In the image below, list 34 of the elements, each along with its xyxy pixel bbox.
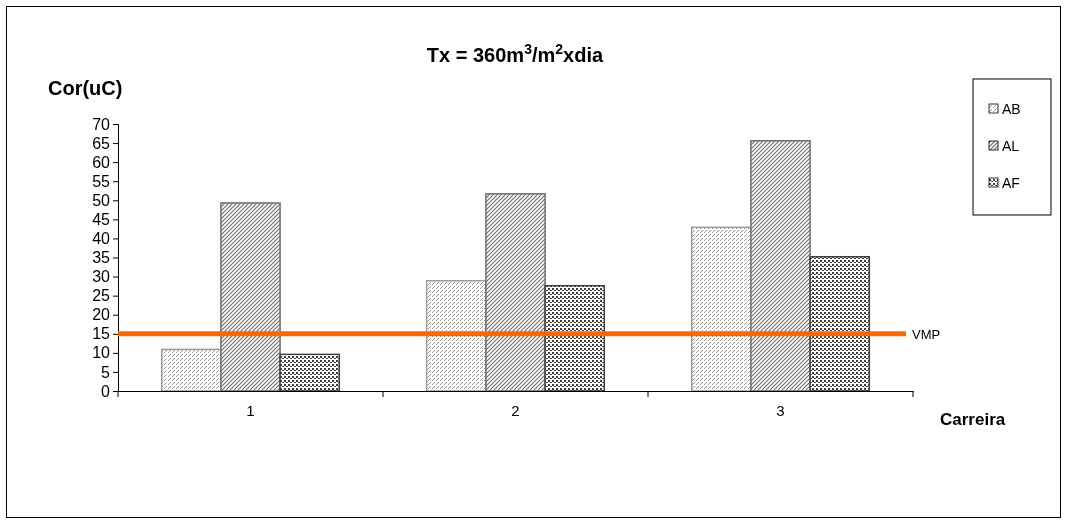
bar xyxy=(220,202,281,392)
x-axis-title: Carreira xyxy=(940,410,1006,429)
legend-label: AL xyxy=(1002,137,1020,154)
y-tick-label: 30 xyxy=(92,268,111,286)
bar xyxy=(809,255,871,392)
bar xyxy=(544,284,606,392)
y-tick-label: 10 xyxy=(92,344,111,362)
y-tick-label: 5 xyxy=(101,363,111,381)
legend-label: AB xyxy=(1002,100,1021,117)
legend-label: AF xyxy=(1002,174,1020,191)
y-tick-label: 55 xyxy=(92,172,111,190)
y-tick-label: 70 xyxy=(92,115,111,133)
y-tick-label: 45 xyxy=(92,210,111,228)
bar xyxy=(690,226,752,392)
bar xyxy=(750,140,811,392)
y-tick-label: 20 xyxy=(92,306,111,324)
y-tick-label: 15 xyxy=(92,325,111,343)
y-tick-label: 50 xyxy=(92,191,111,209)
chart-title: Tx = 360m$^{3}$/m$^{2}$xdia xyxy=(426,41,604,66)
bar xyxy=(279,353,341,392)
y-tick-label: 65 xyxy=(92,134,111,152)
x-tick-label: 1 xyxy=(246,401,255,419)
bar xyxy=(425,280,487,392)
y-axis-title: Cor(uC) xyxy=(48,77,123,99)
y-tick-label: 40 xyxy=(92,230,111,248)
y-tick-label: 25 xyxy=(92,287,111,305)
ref-line-label: VMP xyxy=(912,326,941,342)
x-tick-label: 3 xyxy=(776,401,785,419)
bar xyxy=(485,193,546,392)
y-tick-label: 60 xyxy=(92,153,111,171)
x-tick-label: 2 xyxy=(511,401,520,419)
y-tick-label: 0 xyxy=(101,382,111,400)
bar xyxy=(160,348,222,392)
y-tick-label: 35 xyxy=(92,249,111,267)
